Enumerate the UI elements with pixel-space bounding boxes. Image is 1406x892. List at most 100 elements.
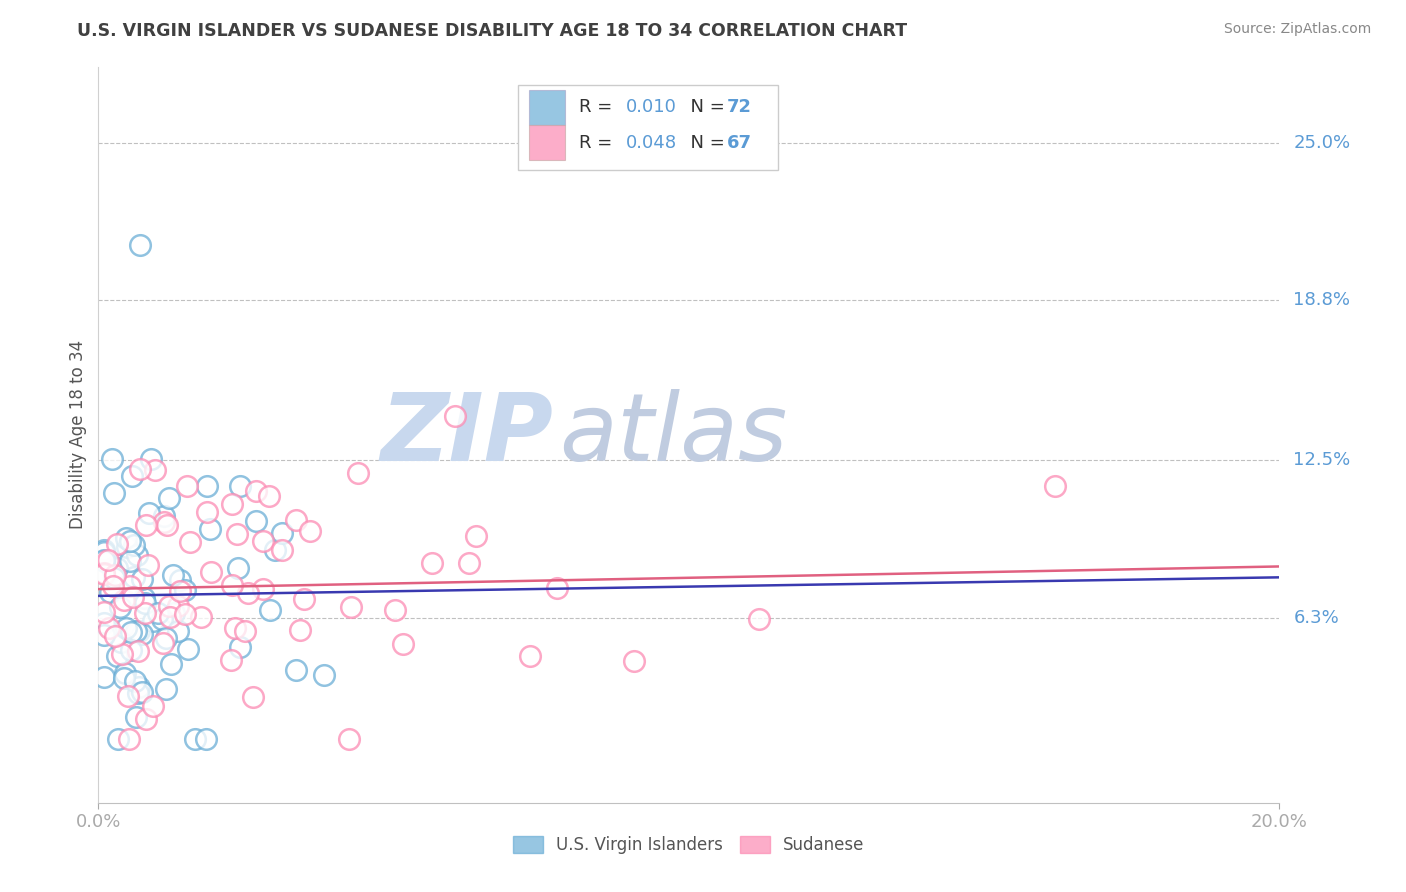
Text: 18.8%: 18.8% (1294, 292, 1350, 310)
Point (121, 469, 143, 483)
Point (169, 583, 191, 598)
Text: 6.3%: 6.3% (1294, 608, 1339, 626)
Point (105, 536, 128, 550)
Point (93, 543, 115, 558)
Point (221, 653, 243, 667)
Point (226, 527, 249, 541)
Point (226, 560, 249, 574)
Point (142, 615, 165, 629)
Text: ZIP: ZIP (380, 389, 553, 481)
Point (121, 590, 143, 604)
Text: 0.048: 0.048 (626, 134, 678, 152)
Point (125, 548, 148, 562)
Point (458, 556, 481, 570)
Point (117, 689, 139, 703)
Point (179, 534, 201, 549)
Point (107, 561, 129, 575)
Point (288, 623, 311, 637)
Point (146, 607, 169, 621)
Point (183, 732, 205, 747)
Point (748, 612, 770, 626)
Point (173, 583, 195, 598)
Point (143, 463, 166, 477)
Point (155, 517, 177, 532)
Text: 0.010: 0.010 (626, 98, 678, 116)
Point (114, 621, 136, 635)
Point (134, 596, 156, 610)
Point (221, 497, 243, 511)
Point (384, 603, 406, 617)
Point (169, 574, 191, 588)
Point (97, 553, 120, 567)
Text: 67: 67 (727, 134, 752, 152)
Point (339, 599, 361, 614)
Point (131, 572, 153, 586)
Point (138, 558, 160, 573)
Point (153, 515, 176, 529)
Point (111, 648, 134, 662)
Point (252, 533, 274, 548)
Text: Source: ZipAtlas.com: Source: ZipAtlas.com (1223, 22, 1371, 37)
Point (105, 648, 128, 663)
Point (233, 624, 256, 638)
Point (131, 626, 153, 640)
Point (312, 668, 335, 682)
Point (271, 526, 294, 541)
Point (229, 479, 252, 493)
Point (114, 666, 136, 681)
Point (257, 489, 280, 503)
Point (221, 578, 243, 592)
Point (128, 237, 150, 252)
Text: 25.0%: 25.0% (1294, 134, 1351, 152)
Point (93, 615, 115, 630)
Point (159, 610, 181, 624)
Point (120, 533, 142, 548)
Point (135, 712, 157, 726)
Point (157, 599, 180, 613)
Point (93, 553, 115, 567)
Point (163, 606, 186, 620)
Point (198, 522, 221, 536)
Point (110, 635, 132, 649)
Point (162, 568, 184, 582)
Point (420, 556, 443, 570)
Point (93, 605, 115, 619)
Point (93, 567, 115, 582)
Point (177, 642, 200, 657)
Point (195, 505, 218, 519)
Point (103, 571, 125, 585)
Point (93, 553, 115, 567)
Point (174, 607, 197, 622)
Point (138, 506, 160, 520)
Point (142, 699, 165, 714)
Point (150, 612, 173, 626)
Point (284, 513, 307, 527)
Point (547, 581, 569, 595)
Point (465, 529, 488, 543)
Point (1043, 478, 1066, 492)
Point (391, 637, 413, 651)
Point (93, 566, 115, 580)
Point (128, 624, 150, 639)
Point (101, 563, 124, 577)
Bar (530, 125, 565, 161)
Point (298, 524, 321, 538)
Point (176, 479, 198, 493)
Bar (530, 90, 565, 125)
Point (112, 672, 135, 686)
Point (98, 585, 121, 599)
Point (155, 632, 177, 646)
Point (104, 568, 127, 582)
Point (190, 610, 212, 624)
Point (224, 621, 246, 635)
Point (160, 657, 183, 672)
Point (112, 593, 135, 607)
Text: 72: 72 (727, 98, 752, 116)
Point (285, 663, 308, 677)
Point (167, 599, 190, 614)
Point (132, 591, 155, 605)
Point (101, 451, 124, 466)
Point (131, 685, 153, 699)
Point (152, 636, 174, 650)
Point (127, 644, 149, 658)
